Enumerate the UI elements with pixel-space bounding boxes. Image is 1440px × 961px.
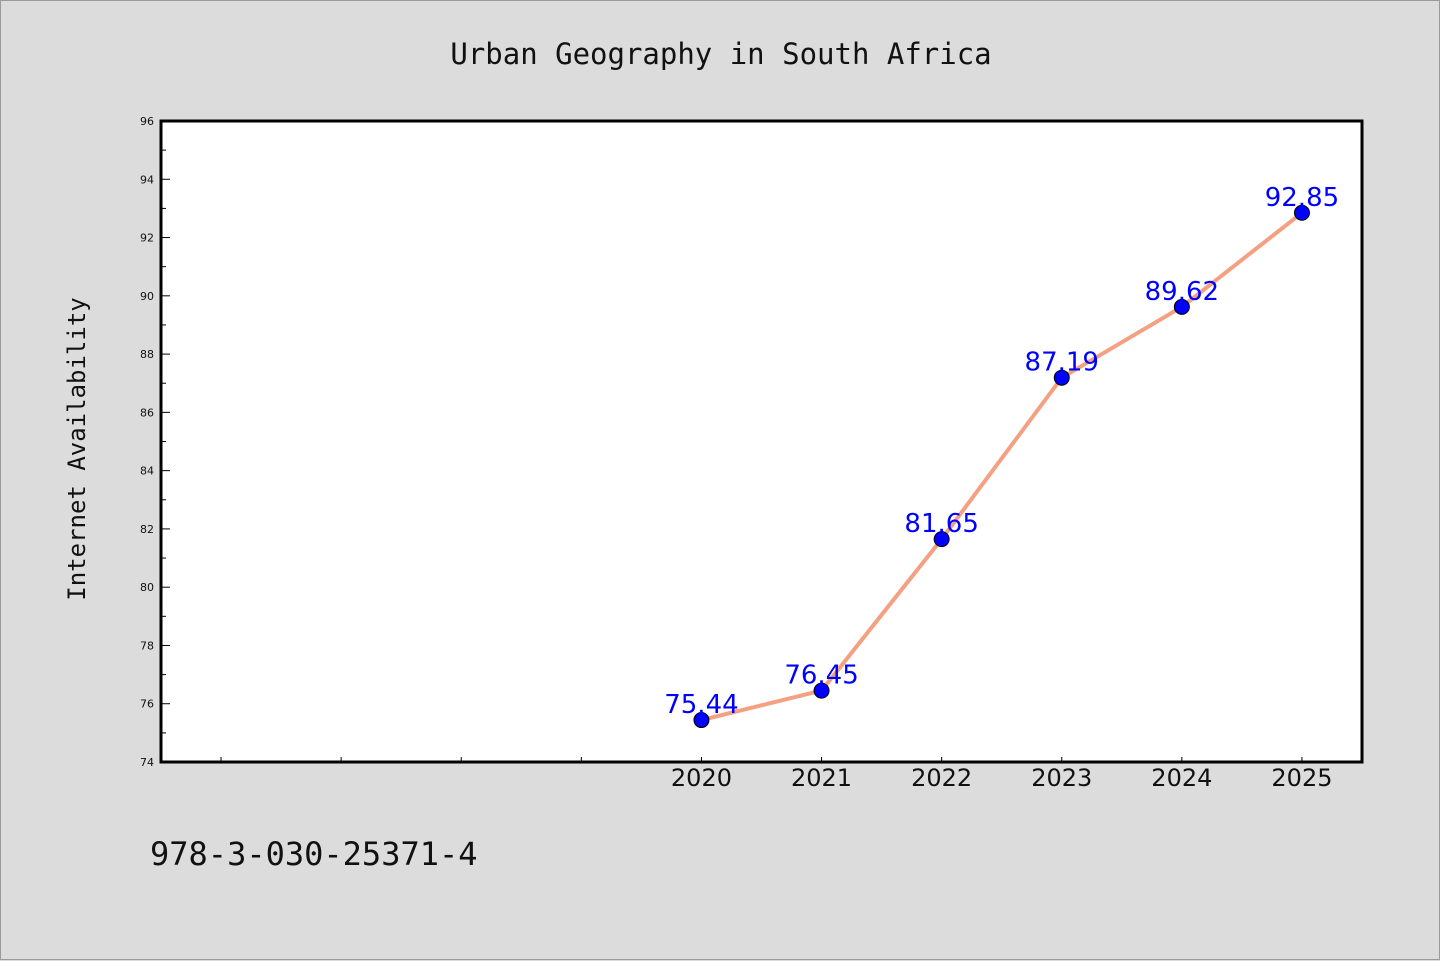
y-axis-label: Internet Availability bbox=[63, 297, 91, 600]
x-tick-label: 2021 bbox=[791, 764, 852, 792]
x-axis-ticks: 2020 2021 2022 2023 2024 2025 bbox=[220, 757, 1332, 792]
x-tick-label: 2025 bbox=[1271, 764, 1332, 792]
x-tick-label: 2023 bbox=[1031, 764, 1092, 792]
y-tick-label: 74 bbox=[140, 756, 154, 769]
data-label: 81.65 bbox=[904, 509, 978, 539]
data-label: 76.45 bbox=[784, 661, 858, 691]
data-label: 92.85 bbox=[1265, 183, 1339, 213]
data-label: 75.44 bbox=[664, 690, 738, 720]
isbn-text: 978-3-030-25371-4 bbox=[150, 835, 478, 873]
y-tick-label: 80 bbox=[140, 581, 154, 594]
data-point bbox=[1173, 298, 1190, 315]
data-point bbox=[813, 682, 830, 699]
y-tick-label: 86 bbox=[140, 406, 154, 419]
data-label: 89.62 bbox=[1145, 277, 1219, 307]
x-tick-label: 2022 bbox=[911, 764, 972, 792]
y-tick-label: 88 bbox=[140, 348, 154, 361]
y-tick-label: 76 bbox=[140, 698, 154, 711]
x-tick-label: 2024 bbox=[1151, 764, 1212, 792]
data-point bbox=[1293, 204, 1310, 221]
y-tick-label: 94 bbox=[140, 173, 154, 186]
data-label: 87.19 bbox=[1025, 348, 1099, 378]
y-tick-label: 92 bbox=[140, 232, 154, 245]
y-tick-label: 90 bbox=[140, 290, 154, 303]
chart-title: Urban Geography in South Africa bbox=[450, 37, 991, 71]
y-tick-label: 84 bbox=[140, 465, 154, 478]
x-tick-label: 2020 bbox=[671, 764, 732, 792]
data-labels: 75.44 76.45 81.65 87.19 89.62 92.85 bbox=[664, 183, 1339, 720]
y-tick-label: 82 bbox=[140, 523, 154, 536]
series-line bbox=[699, 210, 1304, 723]
series-points bbox=[693, 204, 1310, 729]
y-axis-ticks: 74 76 78 80 82 84 86 88 90 92 94 96 bbox=[140, 115, 170, 769]
data-point bbox=[1053, 369, 1070, 386]
plot-area bbox=[159, 119, 1364, 764]
y-tick-label: 96 bbox=[140, 115, 154, 128]
y-tick-label: 78 bbox=[140, 639, 154, 652]
data-point bbox=[933, 531, 950, 548]
data-point bbox=[693, 712, 710, 729]
series-lines bbox=[699, 210, 1304, 723]
